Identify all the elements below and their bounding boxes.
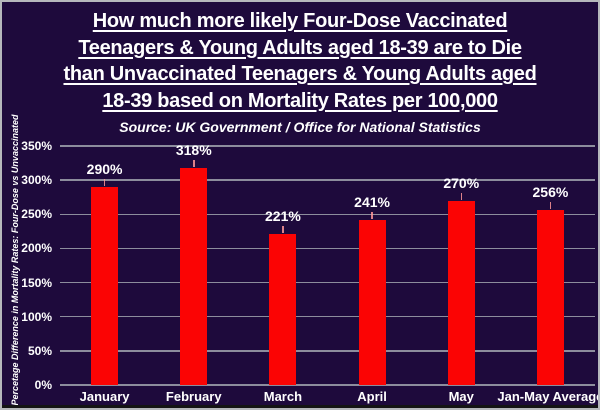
bar-january xyxy=(91,186,119,385)
y-tick-label: 250% xyxy=(21,207,52,222)
y-axis-title: Percetage Difference in Mortality Rates:… xyxy=(10,114,20,406)
category-label: April xyxy=(357,389,387,404)
data-label-leader xyxy=(103,178,106,186)
data-label: 241% xyxy=(354,194,390,211)
data-label-leader xyxy=(193,159,195,167)
bottom-border-line xyxy=(2,405,598,408)
data-label-leader xyxy=(549,202,552,210)
y-tick-label: 50% xyxy=(27,343,52,358)
y-tick-label: 200% xyxy=(21,241,52,256)
gridline-100% xyxy=(60,315,595,318)
data-label: 270% xyxy=(443,174,480,191)
gridline-350% xyxy=(60,145,595,147)
bar-march xyxy=(269,234,297,385)
category-label: January xyxy=(79,389,130,404)
bar-jan-may-average xyxy=(536,210,564,385)
category-label: March xyxy=(263,389,303,404)
chart-title-line-4: 18-39 based on Mortality Rates per 100,0… xyxy=(102,89,498,112)
y-tick-label: 300% xyxy=(21,173,52,188)
data-label: 318% xyxy=(175,141,212,158)
bar-april xyxy=(358,220,386,385)
data-label: 221% xyxy=(265,208,301,225)
bar-may xyxy=(447,200,475,385)
gridline-0% xyxy=(60,384,595,387)
data-label-leader xyxy=(371,212,373,220)
chart-title-line-3: than Unvaccinated Teenagers & Young Adul… xyxy=(63,63,537,85)
y-tick-label: 0% xyxy=(34,378,52,392)
chart-title-line-1: How much more likely Four-Dose Vaccinate… xyxy=(92,10,508,32)
data-label: 290% xyxy=(86,160,123,177)
bar-february xyxy=(180,167,208,385)
data-label: 256% xyxy=(532,184,569,201)
data-label-leader xyxy=(282,226,284,234)
category-label: February xyxy=(165,389,222,404)
category-label: Jan-May Average xyxy=(497,389,600,404)
y-tick-label: 150% xyxy=(21,275,52,290)
gridline-300% xyxy=(60,179,595,181)
y-tick-label: 350% xyxy=(21,139,52,153)
category-label: May xyxy=(448,389,474,404)
y-tick-label: 100% xyxy=(21,309,52,324)
gridline-200% xyxy=(60,247,595,250)
gridline-50% xyxy=(60,350,595,352)
chart-title-line-2: Teenagers & Young Adults aged 18-39 are … xyxy=(78,36,522,59)
gridline-250% xyxy=(60,213,595,216)
chart-subtitle: Source: UK Government / Office for Natio… xyxy=(119,119,481,135)
gridline-150% xyxy=(60,281,595,284)
chart-title: How much more likely Four-Dose Vaccinate… xyxy=(2,8,598,135)
data-label-leader xyxy=(460,192,462,200)
